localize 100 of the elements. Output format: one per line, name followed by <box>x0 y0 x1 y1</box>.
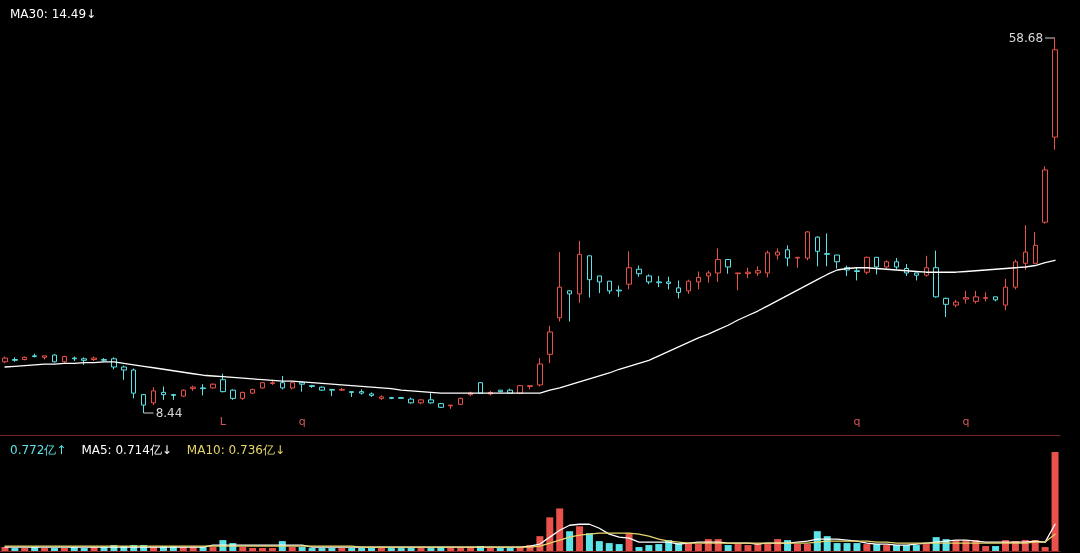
bar <box>744 545 752 551</box>
bar <box>982 546 990 551</box>
bar <box>853 543 861 551</box>
candlestick <box>755 265 761 277</box>
candlestick <box>537 357 543 387</box>
bar <box>308 548 316 551</box>
candlestick <box>339 387 345 392</box>
candlestick <box>1052 37 1058 151</box>
candlestick <box>924 255 929 278</box>
candlestick <box>190 385 196 392</box>
bar <box>912 545 920 551</box>
candlestick <box>943 297 949 318</box>
text: MA5: 0.714亿↓ <box>81 443 172 457</box>
bar <box>734 544 742 551</box>
bar <box>566 531 574 551</box>
candlestick <box>408 397 414 405</box>
candlestick <box>250 388 255 395</box>
bar <box>318 548 326 551</box>
candlestick <box>280 375 285 390</box>
bar <box>60 548 68 551</box>
candlestick <box>656 275 662 288</box>
candlestick <box>151 386 156 406</box>
bar <box>209 547 217 551</box>
bar <box>348 548 356 551</box>
candlestick <box>824 232 830 267</box>
bar <box>546 517 554 551</box>
candlestick <box>418 398 424 405</box>
candlestick <box>369 391 374 398</box>
annotation: 58.68 <box>1008 31 1044 45</box>
bar <box>288 547 296 551</box>
bar <box>595 541 603 551</box>
candlestick <box>309 384 315 389</box>
bar <box>655 544 663 551</box>
candlestick <box>42 355 47 361</box>
bar <box>249 548 257 551</box>
candlestick <box>200 383 206 396</box>
candlestick <box>983 291 988 302</box>
candlestick <box>616 285 622 298</box>
candlestick <box>32 353 37 358</box>
x-tick-label: q <box>962 415 970 428</box>
candlestick <box>973 290 979 305</box>
candlestick <box>587 255 592 299</box>
bar <box>50 548 58 551</box>
candlestick <box>1042 165 1048 225</box>
bar <box>387 548 395 551</box>
candlestick <box>884 259 889 269</box>
bar <box>377 548 385 551</box>
x-tick-label: q <box>298 415 306 428</box>
candlestick <box>52 353 57 364</box>
candlestick <box>597 275 602 294</box>
candlestick <box>715 247 721 283</box>
candlestick <box>181 388 186 398</box>
candlestick <box>171 393 176 401</box>
candlestick <box>270 379 275 386</box>
bar <box>803 544 811 551</box>
bar <box>754 544 762 551</box>
bar <box>358 548 366 551</box>
bar <box>635 547 643 551</box>
candlestick <box>834 254 840 269</box>
bar <box>407 548 415 551</box>
candlestick <box>785 244 790 267</box>
bar <box>1051 452 1059 551</box>
candlestick <box>626 250 632 290</box>
bar <box>21 548 29 551</box>
candlestick <box>448 404 453 410</box>
candlestick <box>91 356 97 362</box>
bar <box>417 548 425 551</box>
bar <box>793 544 801 551</box>
candlestick <box>131 368 136 399</box>
text: MA30: 14.49↓ <box>10 7 97 21</box>
candlestick <box>12 356 18 363</box>
candlestick <box>953 299 959 308</box>
candlestick <box>993 296 998 302</box>
bar <box>922 544 930 551</box>
candlestick <box>1003 278 1008 311</box>
candlestick <box>72 356 77 362</box>
bar <box>576 526 584 551</box>
candlestick <box>81 356 87 366</box>
bar <box>883 545 891 551</box>
candlestick <box>696 270 701 290</box>
bar <box>1041 547 1049 551</box>
bar <box>457 548 465 551</box>
candlestick <box>646 273 652 285</box>
bar <box>764 544 772 551</box>
candlestick <box>874 256 879 275</box>
bar <box>833 543 841 551</box>
candlestick <box>299 381 305 393</box>
candlestick <box>1013 259 1018 290</box>
candlestick <box>359 388 364 396</box>
candlestick <box>379 394 384 401</box>
bar <box>338 548 346 551</box>
text: MA10: 0.736亿↓ <box>186 443 285 457</box>
candlestick <box>557 251 562 322</box>
bar <box>298 547 306 551</box>
candlestick <box>914 272 919 281</box>
candlestick <box>894 257 899 270</box>
candlestick <box>725 259 731 275</box>
bar <box>427 548 435 551</box>
bar <box>239 547 247 551</box>
candlestick <box>389 396 394 400</box>
